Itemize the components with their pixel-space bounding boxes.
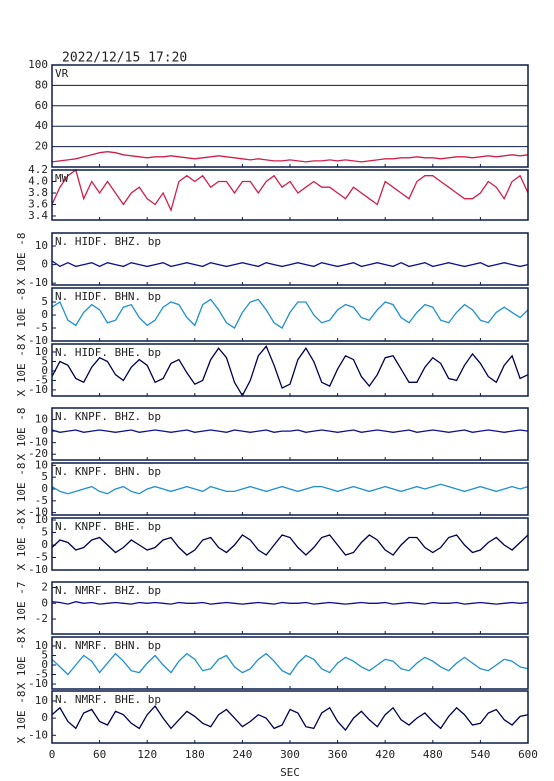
trace (51, 705, 529, 732)
y-tick-label: 10 (35, 413, 48, 426)
y-tick-label: 10 (35, 345, 48, 358)
y-tick-label: 5 (41, 354, 48, 367)
y-tick-label: -5 (35, 551, 48, 564)
y-axis-label: X 10E -8 (15, 518, 28, 571)
y-tick-label: -2 (35, 612, 48, 625)
x-tick-label: 120 (137, 748, 157, 761)
x-tick-label: 420 (375, 748, 395, 761)
y-axis-label: X 10E -8 (15, 463, 28, 516)
trace (51, 601, 529, 605)
y-tick-label: 0 (41, 308, 48, 321)
x-tick-label: 0 (49, 748, 56, 761)
panel-label: N. NMRF. BHN. bp (55, 639, 161, 652)
x-tick-label: 300 (280, 748, 300, 761)
y-tick-label: -10 (28, 436, 48, 449)
panel-label: N. NMRF. BHE. bp (55, 693, 161, 706)
x-tick-label: 240 (232, 748, 252, 761)
y-tick-label: 10 (35, 694, 48, 707)
trace (51, 168, 529, 213)
trace (51, 534, 529, 556)
y-tick-label: 3.6 (28, 197, 48, 210)
x-tick-label: 180 (185, 748, 205, 761)
panel-label: MW (55, 172, 69, 185)
panel-label: N. HIDF. BHN. bp (55, 290, 161, 303)
trace (51, 483, 529, 495)
x-tick-label: 480 (423, 748, 443, 761)
trace (51, 345, 529, 397)
panel-label: N. KNPF. BHZ. bp (55, 410, 161, 423)
y-tick-label: 5 (41, 526, 48, 539)
y-axis-label: X 10E -8 (15, 408, 28, 461)
y-tick-label: 40 (35, 119, 48, 132)
y-tick-label: 100 (28, 58, 48, 71)
x-tick-label: 60 (93, 748, 106, 761)
panel-label: N. KNPF. BHN. bp (55, 465, 161, 478)
y-axis-label: X 10E -8 (15, 288, 28, 341)
y-tick-label: 0 (41, 538, 48, 551)
y-tick-label: 4.0 (28, 174, 48, 187)
y-tick-label: 5 (41, 648, 48, 661)
y-tick-label: -5 (35, 494, 48, 507)
x-axis-label: SEC (280, 766, 300, 779)
y-tick-label: 0 (41, 658, 48, 671)
y-tick-label: 0 (41, 364, 48, 377)
y-tick-label: -10 (28, 563, 48, 576)
y-tick-label: 80 (35, 78, 48, 91)
y-tick-label: -10 (28, 677, 48, 690)
y-tick-label: -5 (35, 321, 48, 334)
y-tick-label: 3.8 (28, 186, 48, 199)
trace (51, 151, 529, 163)
y-axis-label: X 10E -8 (15, 344, 28, 397)
x-tick-label: 360 (328, 748, 348, 761)
panel-label: N. KNPF. BHE. bp (55, 520, 161, 533)
panel-frame (51, 169, 529, 221)
y-tick-label: 2 (41, 581, 48, 594)
trace (51, 298, 529, 329)
y-tick-label: -10 (28, 276, 48, 289)
panel-label: VR (55, 67, 69, 80)
y-tick-label: 60 (35, 99, 48, 112)
panel-label: N. HIDF. BHZ. bp (55, 235, 161, 248)
y-tick-label: 0 (41, 482, 48, 495)
trace (51, 652, 529, 676)
y-tick-label: 5 (41, 295, 48, 308)
panel-frame (51, 64, 529, 168)
trace (51, 429, 529, 433)
y-axis-label: X 10E -8 (15, 233, 28, 286)
panel-label: N. NMRF. BHZ. bp (55, 584, 161, 597)
y-tick-label: 10 (35, 639, 48, 652)
panel-label: N. HIDF. BHE. bp (55, 346, 161, 359)
y-tick-label: -10 (28, 334, 48, 347)
y-tick-label: 0 (41, 258, 48, 271)
y-axis-label: X 10E -8 (15, 691, 28, 744)
y-tick-label: -5 (35, 668, 48, 681)
chart-title: 2022/12/15 17:20 (62, 51, 187, 66)
y-tick-label: 3.4 (28, 209, 48, 222)
y-tick-label: 4.2 (28, 163, 48, 176)
y-tick-label: 10 (35, 458, 48, 471)
y-tick-label: 10 (35, 239, 48, 252)
trace (51, 260, 529, 268)
y-tick-label: 20 (35, 140, 48, 153)
y-tick-label: 0 (41, 596, 48, 609)
y-tick-label: -10 (28, 728, 48, 741)
y-axis-label: X 10E -8 (15, 637, 28, 690)
y-tick-label: 10 (35, 513, 48, 526)
y-tick-label: -10 (28, 383, 48, 396)
x-tick-label: 600 (518, 748, 538, 761)
y-tick-label: 0 (41, 424, 48, 437)
y-tick-label: 5 (41, 470, 48, 483)
y-tick-label: -10 (28, 506, 48, 519)
y-tick-label: 0 (41, 711, 48, 724)
x-tick-label: 540 (470, 748, 490, 761)
y-axis-label: X 10E -7 (15, 582, 28, 635)
y-tick-label: -5 (35, 373, 48, 386)
y-tick-label: -20 (28, 447, 48, 460)
